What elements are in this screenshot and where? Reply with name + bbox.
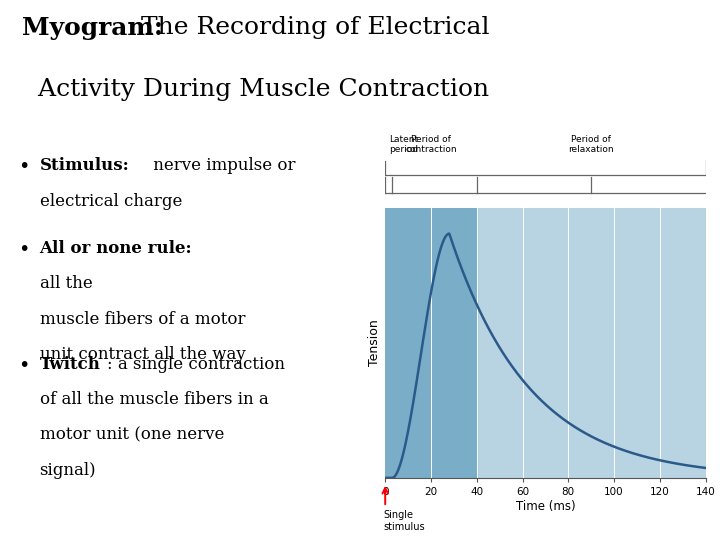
- Text: Twitch: Twitch: [40, 356, 101, 373]
- Text: signal): signal): [40, 462, 96, 478]
- Text: Stimulus:: Stimulus:: [40, 157, 130, 173]
- Text: Single
stimulus: Single stimulus: [383, 510, 425, 532]
- Text: •: •: [18, 356, 30, 375]
- Text: unit contract all the way: unit contract all the way: [40, 346, 246, 362]
- X-axis label: Time (ms): Time (ms): [516, 500, 575, 512]
- Text: All or none rule:: All or none rule:: [40, 240, 192, 257]
- Text: : a single contraction: : a single contraction: [107, 356, 284, 373]
- Text: •: •: [18, 240, 30, 259]
- Text: electrical charge: electrical charge: [40, 193, 182, 210]
- Text: nerve impulse or: nerve impulse or: [148, 157, 295, 173]
- Text: Latent
period: Latent period: [389, 135, 418, 154]
- Text: all the: all the: [40, 275, 92, 292]
- Text: Activity During Muscle Contraction: Activity During Muscle Contraction: [22, 78, 489, 102]
- Text: muscle fibers of a motor: muscle fibers of a motor: [40, 310, 245, 327]
- Text: •: •: [18, 157, 30, 176]
- Text: motor unit (one nerve: motor unit (one nerve: [40, 427, 224, 443]
- Text: Period of
contraction: Period of contraction: [405, 135, 456, 154]
- Y-axis label: Tension: Tension: [368, 320, 381, 366]
- Text: Myogram:: Myogram:: [22, 16, 163, 40]
- Text: Period of
relaxation: Period of relaxation: [568, 135, 614, 154]
- Text: of all the muscle fibers in a: of all the muscle fibers in a: [40, 392, 269, 408]
- Bar: [385, 208, 477, 478]
- Text: The Recording of Electrical: The Recording of Electrical: [133, 16, 490, 39]
